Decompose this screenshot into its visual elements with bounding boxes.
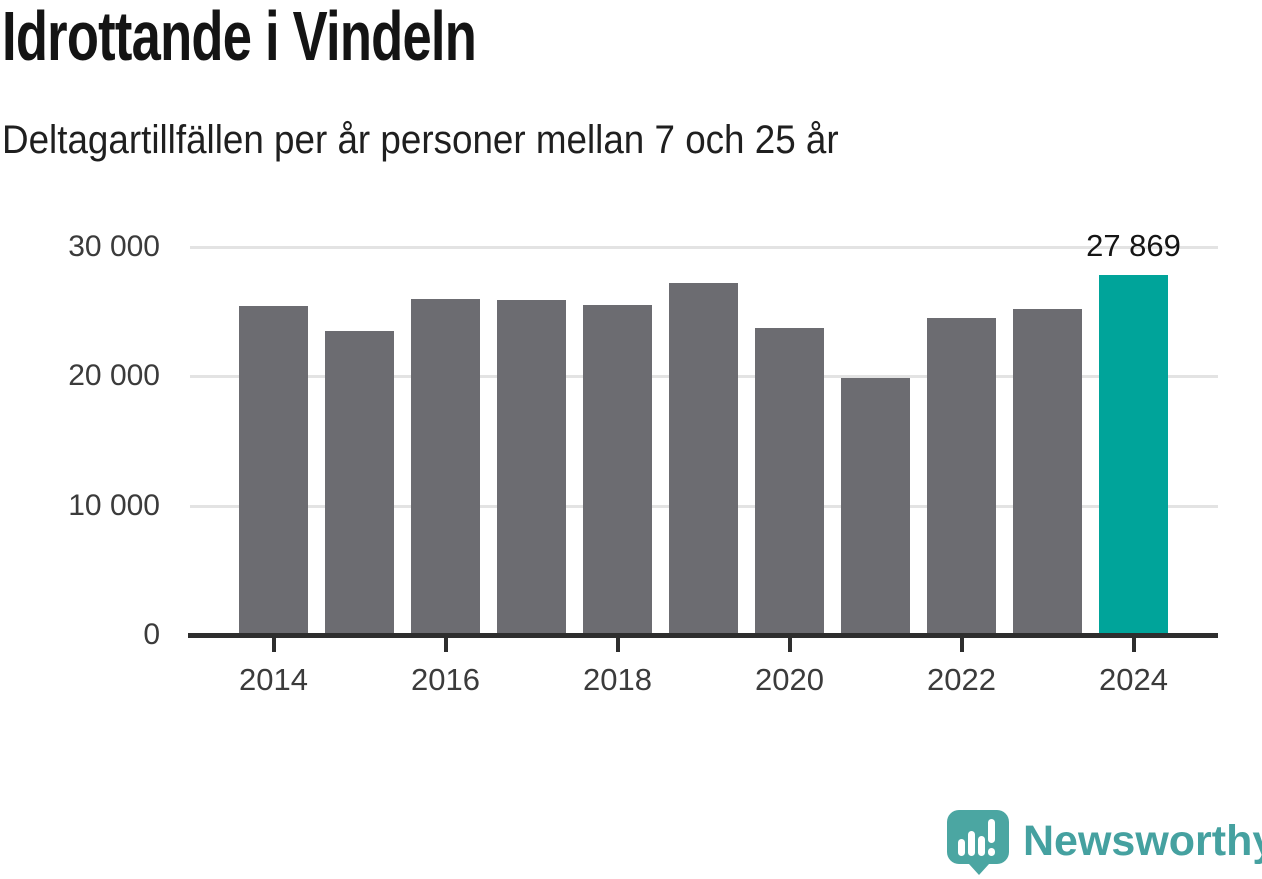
y-axis-label-0: 0 — [143, 618, 160, 651]
y-axis-label-20000: 20 000 — [68, 359, 160, 393]
x-axis-tick-2020 — [787, 638, 792, 652]
bar-2024 — [1099, 274, 1168, 635]
x-axis-line — [188, 633, 1218, 638]
x-axis-label-2014: 2014 — [239, 662, 308, 697]
bar-2023 — [1013, 309, 1082, 635]
bar-2020 — [755, 328, 824, 635]
brand-name: Newsworthy — [1023, 817, 1262, 865]
x-axis-tick-2016 — [443, 638, 448, 652]
x-axis-label-2024: 2024 — [1099, 662, 1168, 697]
brand-footer: Newsworthy — [945, 808, 1262, 875]
y-axis-label-30000: 30 000 — [68, 230, 160, 263]
x-axis-label-2022: 2022 — [927, 662, 996, 697]
bar-2021 — [841, 377, 910, 635]
bar-2019 — [669, 283, 738, 635]
x-axis-label-2018: 2018 — [583, 662, 652, 697]
chart-title: Idrottande i Vindeln — [2, 0, 477, 75]
bar-2016 — [411, 298, 480, 635]
y-axis-label-10000: 10 000 — [68, 488, 160, 522]
x-axis-label-2020: 2020 — [755, 662, 824, 697]
bar-2015 — [325, 331, 394, 635]
bar-2022 — [927, 318, 996, 635]
x-axis-label-2016: 2016 — [411, 662, 480, 697]
bar-2018 — [583, 305, 652, 635]
x-axis-tick-2022 — [959, 638, 964, 652]
newsworthy-logo-icon — [947, 810, 1009, 875]
bar-2014 — [239, 306, 308, 635]
bar-2017 — [497, 300, 566, 635]
gridline-30000 — [190, 246, 1218, 249]
x-axis-tick-2018 — [615, 638, 620, 652]
chart-subtitle: Deltagartillfällen per år personer mella… — [2, 118, 839, 162]
value-label-2024: 27 869 — [1086, 228, 1181, 263]
x-axis-tick-2014 — [271, 638, 276, 652]
x-axis-tick-2024 — [1131, 638, 1136, 652]
